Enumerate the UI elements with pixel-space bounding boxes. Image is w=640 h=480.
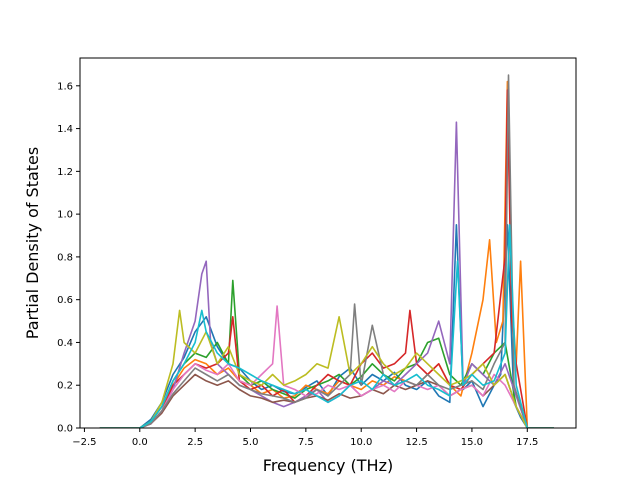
x-tick-label: 2.5 [187, 437, 203, 448]
x-tick-label: 5.0 [243, 437, 259, 448]
y-tick-label: 0.0 [57, 424, 73, 435]
y-axis: 0.0 0.2 0.4 0.6 0.8 1.0 1.2 1.4 1.6 [57, 81, 80, 435]
y-axis-title: Partial Density of States [23, 147, 42, 339]
x-tick-label: 12.5 [405, 437, 427, 448]
x-axis-title: Frequency (THz) [263, 456, 393, 475]
x-tick-label: 7.5 [298, 437, 314, 448]
y-tick-label: 1.0 [57, 210, 73, 221]
plot-frame [79, 57, 577, 429]
series-layer [99, 74, 554, 428]
y-tick-label: 1.2 [57, 167, 73, 178]
series-line-10 [99, 224, 554, 428]
y-tick-label: 0.4 [57, 338, 73, 349]
x-tick-label: 15.0 [461, 437, 483, 448]
y-tick-label: 0.6 [57, 295, 73, 306]
series-line-2 [99, 80, 554, 428]
y-tick-label: 1.6 [57, 81, 73, 92]
x-axis: −2.5 0.0 2.5 5.0 7.5 10.0 12.5 15.0 17.5 [72, 428, 538, 448]
x-tick-label: −2.5 [72, 437, 96, 448]
y-tick-label: 0.2 [57, 381, 73, 392]
y-tick-label: 0.8 [57, 252, 73, 263]
series-line-4 [99, 89, 554, 428]
x-tick-label: 17.5 [516, 437, 538, 448]
x-tick-label: 0.0 [132, 437, 148, 448]
y-tick-label: 1.4 [57, 124, 73, 135]
series-line-9 [99, 309, 554, 428]
x-tick-label: 10.0 [350, 437, 372, 448]
series-line-7 [99, 305, 554, 428]
